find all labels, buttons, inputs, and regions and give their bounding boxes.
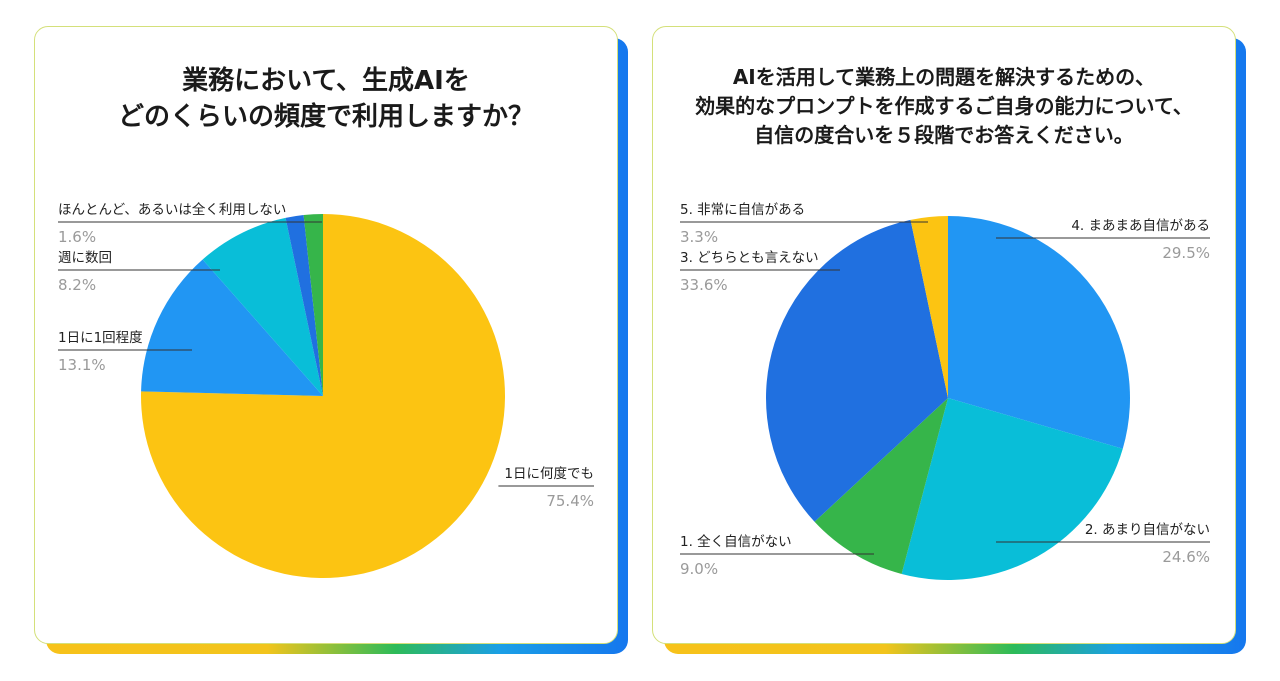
slice-label: 2. あまり自信がない bbox=[1085, 522, 1210, 538]
slice-percent: 29.5% bbox=[1162, 244, 1210, 262]
slice-percent: 9.0% bbox=[680, 560, 718, 578]
chart-title-left: 業務において、生成AIを どのくらいの頻度で利用しますか？ bbox=[117, 66, 534, 132]
pie-slice bbox=[910, 216, 948, 398]
pie-slice bbox=[202, 217, 323, 396]
slice-label: 5. 非常に自信がある bbox=[680, 202, 805, 218]
pie-slice bbox=[901, 398, 1123, 580]
slice-percent: 13.1% bbox=[58, 356, 106, 374]
slice-label: 1. 全く自信がない bbox=[680, 533, 792, 550]
pie-slice bbox=[303, 214, 323, 396]
chart-title-right: AIを活用して業務上の問題を解決するための、 効果的なプロンプトを作成するご自身… bbox=[695, 65, 1193, 147]
pie-slice bbox=[141, 259, 323, 396]
slice-label: 4. まあまあ自信がある bbox=[1071, 218, 1210, 234]
pie-slice bbox=[814, 398, 948, 574]
pie-slice bbox=[285, 215, 323, 396]
pie-chart-right: 4. まあまあ自信がある 29.5% 2. あまり自信がない 24.6% 1. 全く自信… bbox=[680, 202, 1210, 580]
slice-percent: 33.6% bbox=[680, 276, 728, 294]
pie-slice bbox=[948, 216, 1130, 449]
slice-label: 1日に何度でも bbox=[504, 466, 594, 482]
slice-label: 1日に1回程度 bbox=[58, 330, 143, 346]
slice-percent: 8.2% bbox=[58, 276, 96, 294]
pie-chart-left: 1日に何度でも 75.4% 1日に1回程度 13.1% 週に数回 8.2% ほんとんど、ある… bbox=[58, 201, 594, 579]
slice-label: ほんとんど、あるいは全く利用しない bbox=[58, 201, 286, 218]
slice-label: 週に数回 bbox=[58, 250, 112, 266]
pie-slice bbox=[141, 214, 506, 579]
slice-percent: 1.6% bbox=[58, 228, 96, 246]
slice-percent: 24.6% bbox=[1162, 548, 1210, 566]
slice-percent: 3.3% bbox=[680, 228, 718, 246]
slice-percent: 75.4% bbox=[546, 492, 594, 510]
slice-label: 3. どちらとも言えない bbox=[680, 250, 819, 266]
pie-slice bbox=[766, 219, 948, 522]
